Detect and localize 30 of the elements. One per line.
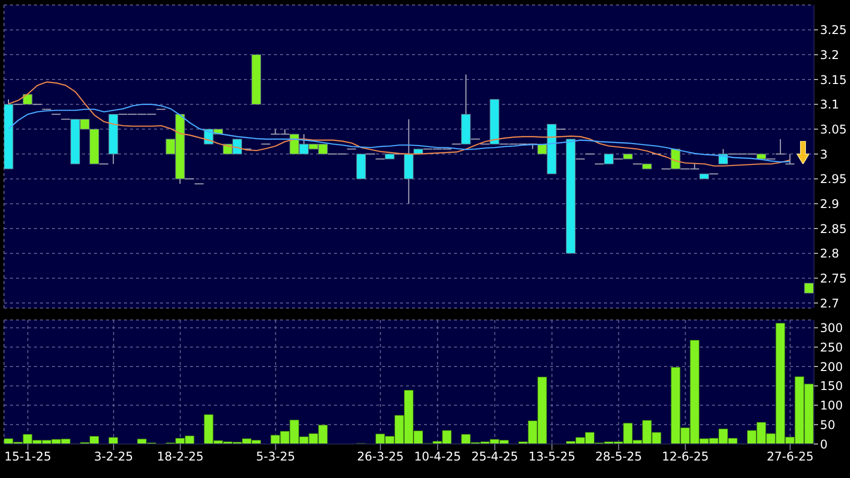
x-tick-label: 12-6-25 [662, 450, 709, 464]
x-tick-label: 26-3-25 [356, 450, 404, 464]
x-tick-label: 28-5-25 [595, 450, 642, 464]
y-tick-label: 0 [820, 437, 828, 452]
y-tick-label: 150 [820, 379, 843, 394]
x-tick-label: 15-1-25 [4, 450, 52, 464]
y-tick-label: 3.2 [820, 48, 840, 62]
x-tick-label: 18-2-25 [156, 450, 204, 464]
y-tick-label: 3.05 [820, 122, 847, 136]
y-tick-label: 100 [820, 398, 843, 413]
y-tick-label: 2.75 [820, 271, 847, 286]
y-tick-label: 2.9 [820, 196, 840, 211]
y-tick-label: 3 [820, 147, 828, 162]
x-tick-label: 27-6-25 [766, 450, 814, 464]
x-tick-label: 5-3-25 [256, 450, 296, 464]
y-tick-label: 2.85 [820, 222, 847, 236]
y-tick-label: 2.7 [820, 296, 840, 310]
y-tick-label: 300 [820, 321, 843, 336]
y-tick-label: 200 [820, 360, 843, 374]
y-tick-label: 2.95 [820, 172, 847, 186]
x-tick-label: 25-4-25 [471, 450, 518, 464]
x-tick-label: 3-2-25 [94, 450, 134, 464]
x-tick-label: 10-4-25 [414, 450, 462, 464]
y-tick-label: 2.8 [820, 246, 840, 261]
y-tick-label: 3.25 [820, 23, 847, 38]
y-tick-label: 250 [820, 340, 843, 354]
y-tick-label: 3.15 [820, 72, 847, 87]
y-tick-label: 50 [820, 418, 836, 432]
x-tick-label: 13-5-25 [528, 450, 576, 464]
y-tick-label: 3.1 [820, 98, 840, 112]
